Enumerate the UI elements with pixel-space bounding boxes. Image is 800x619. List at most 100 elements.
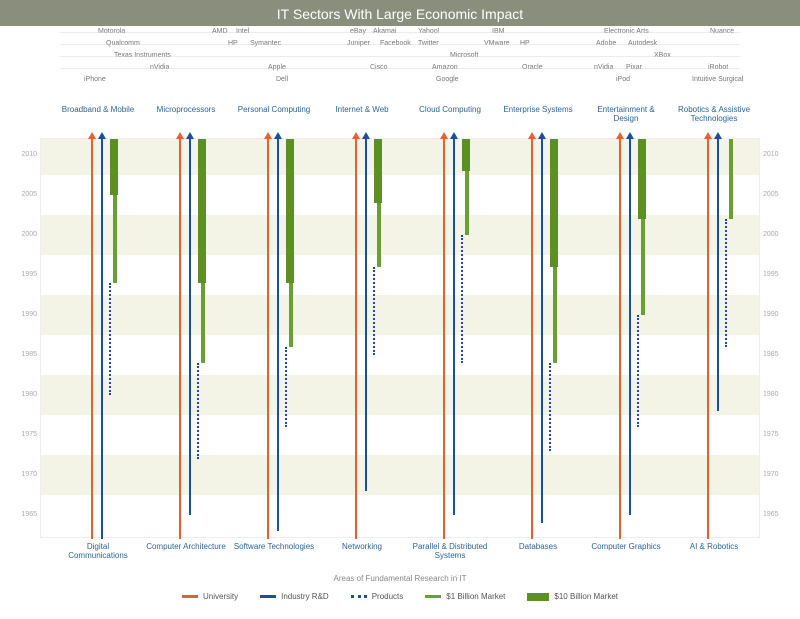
chart-page: IT Sectors With Large Economic Impact Mo… [0, 0, 800, 619]
year-tick: 1995 [763, 271, 783, 278]
legend-swatch [182, 595, 198, 598]
year-tick: 2005 [17, 191, 37, 198]
year-tick: 2000 [17, 231, 37, 238]
series-arrow-icon [616, 132, 624, 139]
series-line [267, 139, 269, 539]
series-arrow-icon [274, 132, 282, 139]
sector-bottom-label: Software Technologies [232, 543, 316, 552]
series-line [197, 363, 199, 459]
series-line [549, 363, 551, 451]
legend-item: University [182, 592, 238, 601]
year-band [41, 139, 759, 175]
year-tick: 1975 [763, 431, 783, 438]
year-tick: 1975 [17, 431, 37, 438]
year-tick: 2005 [763, 191, 783, 198]
sector-top-label: Enterprise Systems [496, 106, 580, 115]
series-line [109, 283, 111, 395]
company-header: MotorolaAMDInteleBayAkamaiYahoo!IBMElect… [40, 28, 760, 100]
series-line [641, 219, 645, 315]
series-arrow-icon [362, 132, 370, 139]
company-label: iPod [616, 76, 630, 83]
sector-bottom-label: Digital Communications [56, 543, 140, 561]
axis-caption: Areas of Fundamental Research in IT [40, 574, 760, 583]
sector-top-label: Cloud Computing [408, 106, 492, 115]
series-arrow-icon [626, 132, 634, 139]
series-line [189, 139, 191, 515]
series-line [374, 139, 382, 203]
year-tick: 1970 [763, 471, 783, 478]
series-arrow-icon [714, 132, 722, 139]
series-line [277, 139, 279, 531]
series-line [717, 139, 719, 411]
series-line [91, 139, 93, 539]
year-tick: 1985 [17, 351, 37, 358]
series-line [373, 267, 375, 355]
series-arrow-icon [186, 132, 194, 139]
sector-bottom-label: AI & Robotics [672, 543, 756, 552]
legend-swatch [260, 595, 276, 598]
series-line [729, 139, 733, 219]
year-tick: 1990 [763, 311, 783, 318]
series-line [541, 139, 543, 523]
sector-bottom-label: Computer Graphics [584, 543, 668, 552]
legend-item: Products [351, 592, 404, 601]
series-line [355, 139, 357, 539]
series-line [286, 139, 294, 283]
series-line [637, 315, 639, 427]
sector-top-label: Microprocessors [144, 106, 228, 115]
chart-title: IT Sectors With Large Economic Impact [0, 0, 800, 26]
series-line [553, 267, 557, 363]
sector-bottom-label: Networking [320, 543, 404, 552]
legend-label: Products [372, 592, 404, 601]
company-label: Google [436, 76, 459, 83]
company-label: Dell [276, 76, 288, 83]
series-line [550, 139, 558, 267]
legend-swatch [425, 595, 441, 598]
chart-area: MotorolaAMDInteleBayAkamaiYahoo!IBMElect… [40, 28, 760, 609]
legend-label: $1 Billion Market [446, 592, 505, 601]
sector-top-labels: Broadband & MobileMicroprocessorsPersona… [40, 106, 760, 134]
sector-top-label: Internet & Web [320, 106, 404, 115]
series-line [725, 219, 727, 347]
series-line [377, 203, 381, 267]
year-tick: 1995 [17, 271, 37, 278]
legend-item: $1 Billion Market [425, 592, 505, 601]
year-tick: 1965 [763, 511, 783, 518]
series-line [461, 235, 463, 363]
series-arrow-icon [704, 132, 712, 139]
legend-item: $10 Billion Market [527, 592, 618, 601]
sector-bottom-label: Databases [496, 543, 580, 552]
series-line [201, 283, 205, 363]
series-line [443, 139, 445, 539]
series-arrow-icon [264, 132, 272, 139]
series-line [462, 139, 470, 171]
year-band [41, 295, 759, 335]
series-arrow-icon [528, 132, 536, 139]
series-arrow-icon [440, 132, 448, 139]
sector-top-label: Broadband & Mobile [56, 106, 140, 115]
legend-swatch [527, 593, 549, 601]
sector-bottom-label: Computer Architecture [144, 543, 228, 552]
sector-bottom-labels: Digital Communications Computer Architect… [40, 543, 760, 567]
series-line [101, 139, 103, 539]
year-band [41, 375, 759, 415]
series-line [531, 139, 533, 539]
year-band [41, 215, 759, 255]
series-arrow-icon [450, 132, 458, 139]
legend-label: University [203, 592, 238, 601]
year-tick: 1980 [17, 391, 37, 398]
series-line [289, 283, 293, 347]
year-tick: 1985 [763, 351, 783, 358]
year-tick: 1990 [17, 311, 37, 318]
sector-top-label: Robotics & Assistive Technologies [672, 106, 756, 124]
company-label: Intuitive Surgical [692, 76, 743, 83]
series-line [365, 139, 367, 491]
series-line [110, 139, 118, 195]
series-line [198, 139, 206, 283]
series-arrow-icon [538, 132, 546, 139]
company-label: iPhone [84, 76, 106, 83]
sector-bottom-label: Parallel & Distributed Systems [408, 543, 492, 561]
legend-swatch [351, 595, 367, 598]
legend-label: $10 Billion Market [554, 592, 618, 601]
year-tick: 2010 [17, 151, 37, 158]
